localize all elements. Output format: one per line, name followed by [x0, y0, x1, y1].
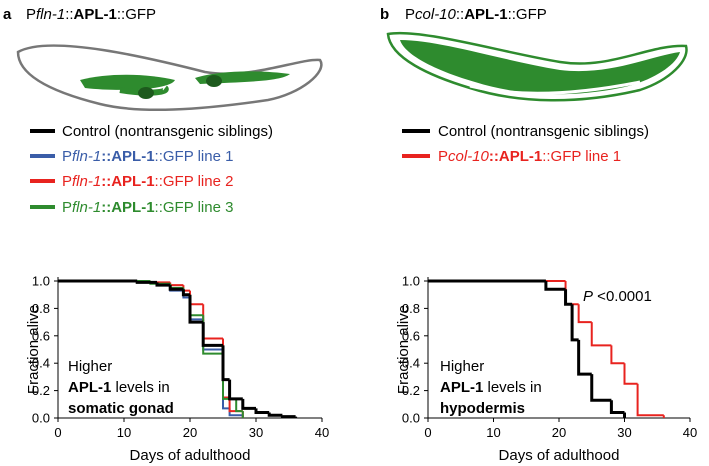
curve-step [610, 345, 625, 365]
y-tick-label: 0.2 [402, 383, 420, 398]
curve-step [241, 398, 256, 410]
curve-step [636, 383, 664, 417]
curve-step [201, 322, 223, 347]
curve-step [254, 408, 270, 415]
x-tick-label: 40 [315, 425, 329, 440]
x-tick-label: 30 [249, 425, 263, 440]
panel-title: Pcol-10::APL-1::GFP [405, 6, 547, 23]
legend-label: Pfln-1::APL-1::GFP line 1 [62, 148, 233, 165]
annotation: somatic gonad [68, 400, 174, 417]
y-tick-label: 1.0 [32, 274, 50, 289]
x-tick-label: 10 [486, 425, 500, 440]
survival-curve [58, 280, 244, 418]
y-tick-label: 0.2 [32, 383, 50, 398]
legend-label: Pfln-1::APL-1::GFP line 3 [62, 199, 233, 216]
y-axis-label: Fraction alive [395, 305, 412, 394]
panel-label: a [3, 6, 12, 23]
curve-step [280, 415, 296, 419]
annotation: Higher [440, 358, 484, 375]
curve-step [564, 281, 579, 306]
annotation: APL-1 levels in [68, 379, 170, 396]
curve-step [564, 289, 573, 306]
worm-a [16, 44, 323, 112]
curve-step [189, 290, 204, 306]
curve-step [181, 289, 190, 297]
y-tick-label: 0.4 [402, 356, 420, 371]
curve-step [169, 282, 184, 287]
y-tick-label: 0.0 [32, 411, 50, 426]
curve-step [577, 339, 592, 376]
annotation: APL-1 levels in [440, 379, 542, 396]
y-tick-label: 0.6 [402, 328, 420, 343]
panel-label: b [380, 6, 389, 23]
y-tick-label: 0.0 [402, 411, 420, 426]
curve-step [609, 400, 625, 415]
curve-step [202, 304, 223, 340]
panel-title: Pfln-1::APL-1::GFP [26, 6, 156, 23]
x-tick-label: 40 [683, 425, 697, 440]
x-tick-label: 10 [117, 425, 131, 440]
curve-step [590, 322, 612, 347]
curve-step [168, 285, 184, 291]
curve-step [155, 282, 171, 287]
legend-label: Pfln-1::APL-1::GFP line 2 [62, 173, 233, 190]
y-tick-label: 1.0 [402, 274, 420, 289]
curve-step [544, 281, 566, 291]
curve-step [577, 304, 592, 324]
y-tick-label: 0.8 [402, 301, 420, 316]
curve-step [570, 304, 579, 342]
y-tick-label: 0.8 [32, 301, 50, 316]
p-value: P <0.0001 [583, 288, 652, 305]
x-tick-label: 20 [552, 425, 566, 440]
x-tick-label: 0 [54, 425, 61, 440]
survival-curve [58, 279, 298, 419]
x-tick-label: 0 [424, 425, 431, 440]
curve-step [228, 379, 243, 401]
y-tick-label: 0.6 [32, 328, 50, 343]
legend-label: Pcol-10::APL-1::GFP line 1 [438, 148, 621, 165]
curve-step [235, 398, 243, 413]
curve-step [221, 345, 230, 382]
annotation: Higher [68, 358, 112, 375]
curve-step [188, 294, 204, 324]
curve-step [623, 363, 638, 385]
x-tick-label: 30 [617, 425, 631, 440]
curve-step [590, 374, 612, 402]
curve-step [202, 315, 223, 355]
worm-b [386, 31, 688, 102]
legend-label: Control (nontransgenic siblings) [62, 123, 273, 140]
legend-label: Control (nontransgenic siblings) [438, 123, 649, 140]
y-tick-label: 0.4 [32, 356, 50, 371]
annotation: hypodermis [440, 400, 525, 417]
survival-curve [428, 279, 626, 418]
curve-step [135, 280, 157, 284]
curve-step [267, 412, 283, 417]
x-tick-label: 20 [183, 425, 197, 440]
x-axis-label: Days of adulthood [499, 447, 620, 464]
y-axis-label: Fraction alive [25, 305, 42, 394]
x-axis-label: Days of adulthood [130, 447, 251, 464]
